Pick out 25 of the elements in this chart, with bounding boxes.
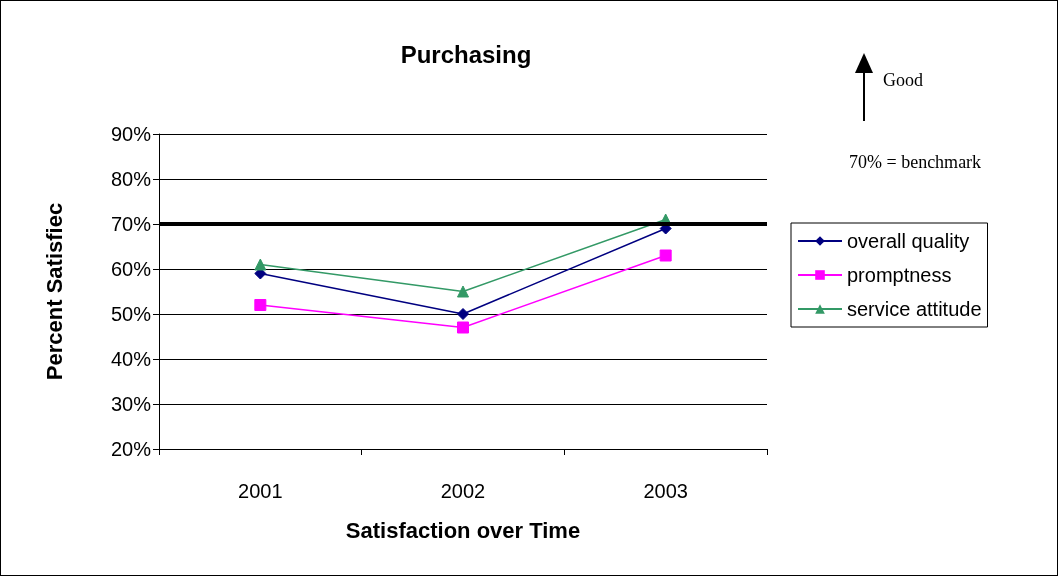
- legend-label: overall quality: [847, 230, 970, 252]
- y-tick-label: 60%: [110, 258, 152, 280]
- point: [457, 285, 469, 298]
- point: [254, 299, 267, 311]
- y-tick-label: 40%: [110, 348, 152, 370]
- y-tick-label: 30%: [110, 393, 152, 415]
- point: [457, 321, 469, 334]
- legend-label: service attitude: [847, 298, 982, 320]
- x-axis-title: Satisfaction over Time: [345, 517, 581, 543]
- x-tick-label: 2003: [643, 480, 688, 502]
- y-tick-label: 90%: [110, 123, 152, 145]
- y-tick-label: 50%: [110, 303, 152, 325]
- point: [659, 249, 672, 262]
- x-tick-label: 2001: [238, 480, 283, 502]
- y-tick-label: 20%: [110, 438, 152, 460]
- text: Good: [883, 70, 923, 90]
- legend-label: promptness: [847, 264, 952, 286]
- x-tick-label: 2002: [440, 480, 486, 502]
- text: 70% = benchmark: [849, 152, 982, 172]
- point: [457, 308, 469, 320]
- chart-title: Purchasing: [400, 40, 532, 68]
- y-axis-title: Percent Satisfiec: [41, 202, 67, 381]
- y-tick-label: 80%: [110, 168, 152, 190]
- point: [254, 258, 267, 271]
- y-tick-label: 70%: [110, 213, 152, 235]
